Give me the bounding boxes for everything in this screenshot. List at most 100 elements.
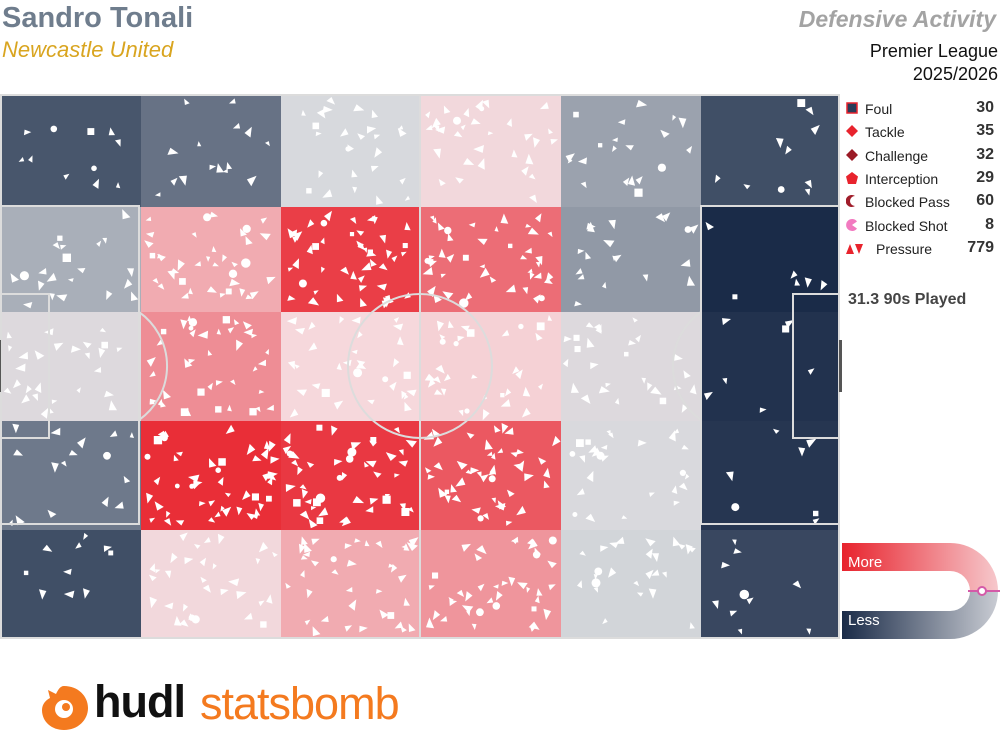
heatmap-zone-r4-c3 <box>421 530 561 638</box>
event-marker <box>382 376 388 382</box>
legend-label: Tackle <box>865 124 905 140</box>
event-marker <box>331 556 337 562</box>
heatmap-zone-r3-c4 <box>561 421 701 530</box>
event-marker <box>215 467 221 473</box>
event-marker <box>575 346 581 352</box>
season-label: 2025/2026 <box>913 64 998 85</box>
event-marker <box>573 112 579 118</box>
event-marker <box>260 621 266 627</box>
player-name: Sandro Tonali <box>2 2 193 35</box>
event-marker <box>63 254 71 262</box>
event-marker <box>215 406 221 412</box>
pitch-heatmap <box>0 94 842 640</box>
heatmap-zone-r3-c3 <box>421 421 561 530</box>
event-marker <box>316 494 325 503</box>
competition-label: Premier League <box>870 41 998 62</box>
event-marker <box>223 316 230 323</box>
event-marker <box>532 606 537 611</box>
event-marker <box>299 280 307 288</box>
event-marker <box>685 226 692 233</box>
event-marker <box>161 329 166 334</box>
right-goal <box>839 340 842 392</box>
scale-less-label: Less <box>848 612 880 629</box>
diamond-icon <box>846 125 859 138</box>
event-marker <box>321 220 328 227</box>
heatmap-zone-r4-c0 <box>1 530 141 638</box>
legend-count: 29 <box>976 169 994 187</box>
brand-statsbomb: statsbomb <box>200 678 399 730</box>
event-marker <box>387 612 394 619</box>
heatmap-zone-r1-c4 <box>561 207 701 312</box>
event-marker <box>401 508 409 516</box>
event-marker <box>444 227 451 234</box>
legend-label: Pressure <box>876 241 932 257</box>
scale-more-label: More <box>848 554 882 571</box>
event-marker <box>813 511 818 516</box>
legend-item-tackle: Tackle 35 <box>846 120 994 143</box>
event-marker <box>624 352 629 357</box>
event-marker <box>463 255 469 261</box>
legend-item-foul: Foul 30 <box>846 97 994 120</box>
event-marker <box>203 213 211 221</box>
event-marker <box>533 551 540 558</box>
event-marker <box>350 232 354 236</box>
event-marker <box>316 425 322 431</box>
pentagon-icon <box>846 172 859 185</box>
heatmap-zone-r0-c4 <box>561 95 701 207</box>
heatmap-zone-r0-c5 <box>701 95 840 207</box>
event-marker <box>489 475 496 482</box>
event-marker <box>353 368 362 377</box>
legend-count: 35 <box>976 122 994 140</box>
legend-label: Foul <box>865 101 892 117</box>
event-marker <box>20 271 29 280</box>
triangle-icon <box>846 242 864 255</box>
heatmap-zone-r4-c5 <box>701 530 840 638</box>
legend-label: Challenge <box>865 148 928 164</box>
event-marker <box>658 164 666 172</box>
event-marker <box>197 389 204 396</box>
event-marker <box>464 408 469 413</box>
event-marker <box>576 439 584 447</box>
heatmap-zone-r2-c5 <box>701 312 840 421</box>
event-marker <box>518 324 523 329</box>
legend-item-blocked-pass: Blocked Pass 60 <box>846 190 994 213</box>
diamond-icon <box>846 149 859 162</box>
heatmap-zone-r0-c2 <box>281 95 421 207</box>
event-marker <box>660 398 667 405</box>
event-marker <box>51 126 58 133</box>
legend-count: 60 <box>976 192 994 210</box>
event-marker <box>249 408 256 415</box>
brand-hudl: hudl <box>94 676 185 728</box>
event-marker <box>370 437 376 443</box>
event-marker <box>508 244 512 248</box>
legend-count: 8 <box>985 216 994 234</box>
event-marker <box>346 455 354 463</box>
event-marker <box>634 189 642 197</box>
event-marker <box>476 608 484 616</box>
event-marker <box>570 451 576 457</box>
event-marker <box>218 458 226 466</box>
event-marker <box>243 225 251 233</box>
event-marker <box>445 490 449 494</box>
event-marker <box>317 517 324 524</box>
event-marker <box>778 186 785 193</box>
event-marker <box>500 393 504 397</box>
heatmap-zone-r0-c1 <box>141 95 281 207</box>
event-marker <box>189 615 195 621</box>
scale-marker <box>978 587 986 595</box>
heatmap-zone-r1-c5 <box>701 207 840 312</box>
nineties-played: 31.3 90s Played <box>848 291 966 309</box>
legend-count: 30 <box>976 99 994 117</box>
event-marker <box>337 475 343 481</box>
event-marker <box>154 436 162 444</box>
event-marker <box>549 537 557 545</box>
event-marker <box>322 389 330 397</box>
event-marker <box>598 143 602 147</box>
event-marker <box>537 322 545 330</box>
event-marker <box>241 258 250 267</box>
team-name: Newcastle United <box>2 37 173 63</box>
event-marker <box>594 568 602 576</box>
event-marker <box>592 578 601 587</box>
legend-item-pressure: Pressure 779 <box>846 237 994 260</box>
left-goal <box>0 340 1 392</box>
